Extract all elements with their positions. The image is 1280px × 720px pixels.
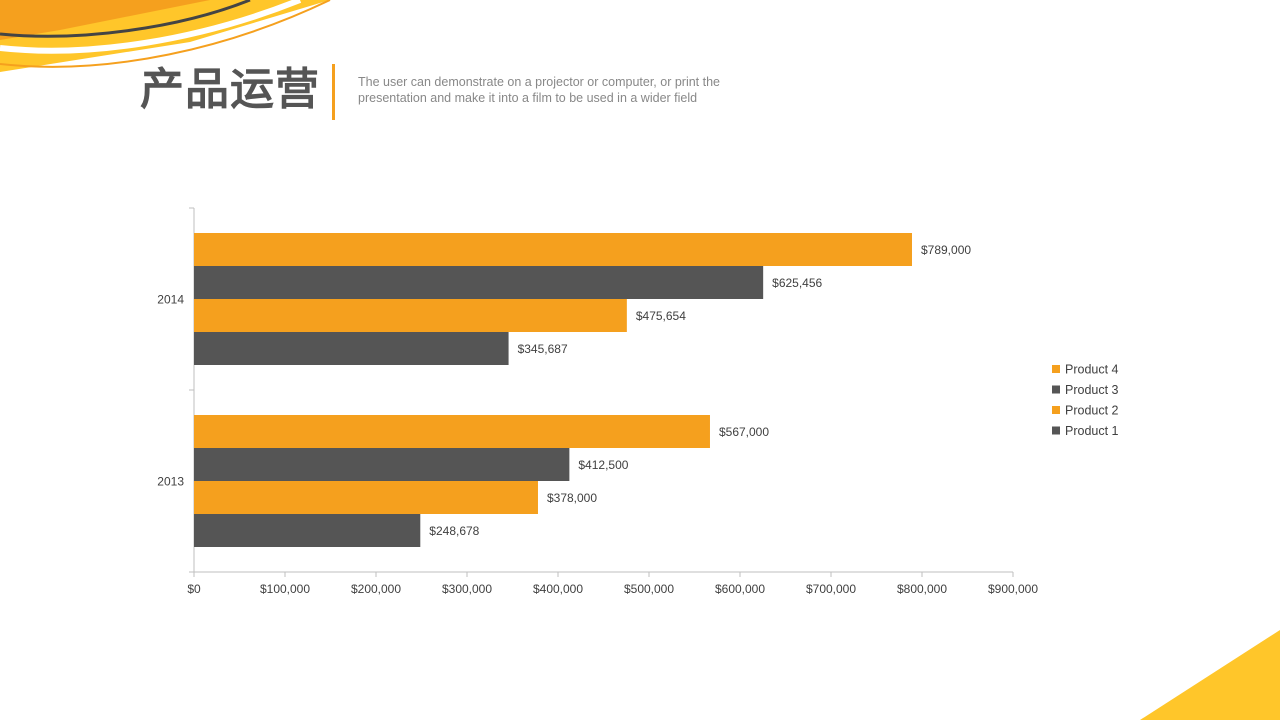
data-label: $412,500 bbox=[578, 458, 628, 472]
x-tick-label: $700,000 bbox=[806, 582, 856, 596]
legend-swatch bbox=[1052, 406, 1060, 414]
legend-swatch bbox=[1052, 385, 1060, 394]
bar-product-4-2013 bbox=[194, 415, 710, 448]
x-tick-label: $800,000 bbox=[897, 582, 947, 596]
x-tick-label: $0 bbox=[187, 582, 201, 596]
legend-label: Product 4 bbox=[1065, 363, 1119, 377]
page-subtitle: The user can demonstrate on a projector … bbox=[358, 75, 720, 105]
data-label: $345,687 bbox=[518, 342, 568, 356]
data-label: $378,000 bbox=[547, 491, 597, 505]
x-tick-label: $900,000 bbox=[988, 582, 1038, 596]
legend-swatch bbox=[1052, 365, 1060, 373]
data-label: $475,654 bbox=[636, 309, 686, 323]
bar-product-4-2014 bbox=[194, 233, 912, 266]
x-tick-label: $100,000 bbox=[260, 582, 310, 596]
legend-label: Product 2 bbox=[1065, 404, 1119, 418]
legend-label: Product 3 bbox=[1065, 383, 1119, 397]
bar-product-1-2014 bbox=[194, 332, 509, 365]
data-label: $248,678 bbox=[429, 524, 479, 538]
y-tick-label: 2014 bbox=[157, 293, 184, 307]
bar-product-3-2013 bbox=[194, 448, 570, 481]
data-label: $625,456 bbox=[772, 276, 822, 290]
y-tick-label: 2013 bbox=[157, 475, 184, 489]
bar-product-3-2014 bbox=[194, 266, 764, 299]
bar-product-2-2013 bbox=[194, 481, 538, 514]
data-label: $567,000 bbox=[719, 425, 769, 439]
legend-swatch bbox=[1052, 426, 1060, 435]
x-tick-label: $400,000 bbox=[533, 582, 583, 596]
bar-product-1-2013 bbox=[194, 514, 421, 547]
x-tick-label: $600,000 bbox=[715, 582, 765, 596]
bar-product-2-2014 bbox=[194, 299, 627, 332]
x-tick-label: $300,000 bbox=[442, 582, 492, 596]
title-divider bbox=[332, 64, 335, 120]
page-title: 产品运营 bbox=[140, 64, 320, 115]
x-tick-label: $500,000 bbox=[624, 582, 674, 596]
x-tick-label: $200,000 bbox=[351, 582, 401, 596]
data-label: $789,000 bbox=[921, 243, 971, 257]
legend-label: Product 1 bbox=[1065, 424, 1119, 438]
